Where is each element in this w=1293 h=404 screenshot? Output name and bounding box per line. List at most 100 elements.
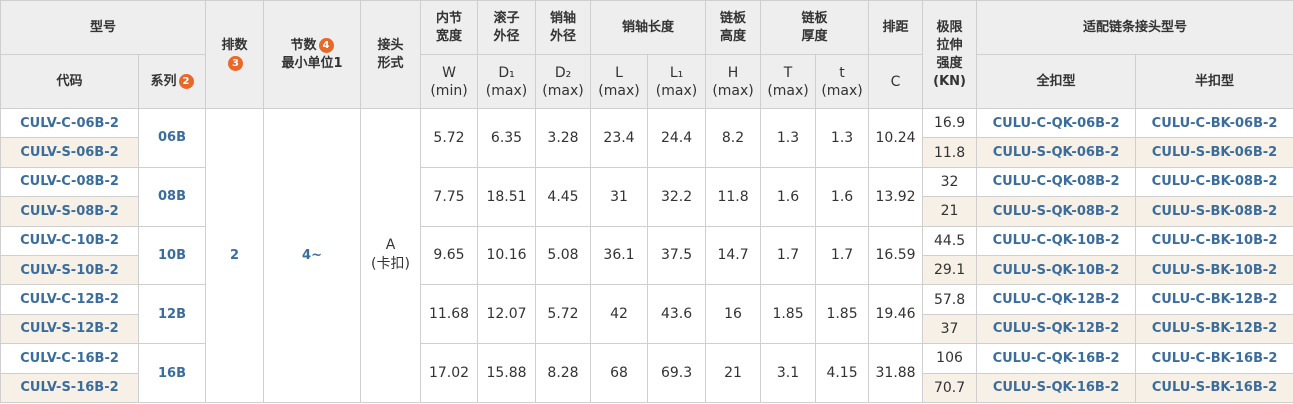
series-cell: 06B — [137, 108, 207, 168]
dimension-cell: 23.4 — [590, 108, 649, 168]
strength-cell: 70.7 — [922, 372, 978, 403]
header-cell: 型号 — [0, 0, 207, 55]
dimension-cell: 1.6 — [815, 166, 870, 227]
header-text: 外径 — [493, 28, 520, 44]
header-cell: 全扣型 — [976, 54, 1137, 109]
dimension-cell: 1.7 — [815, 225, 870, 286]
header-text: 最小单位1 — [281, 55, 343, 71]
code-cell: CULV-S-06B-2 — [0, 137, 139, 168]
dimension-cell: 10.24 — [868, 108, 924, 168]
header-cell: 排数 3 — [205, 0, 265, 109]
adapter-cell: CULU-C-QK-08B-2 — [976, 166, 1137, 198]
dimension-cell: 6.35 — [477, 108, 537, 168]
table-row: CULV-C-10B-2 10B 9.65 10.16 5.08 36.1 37.5 14.7… — [0, 225, 1293, 286]
header-text: 宽度 — [436, 28, 463, 44]
dimension-cell: 8.2 — [705, 108, 762, 168]
header-cell: C — [868, 54, 924, 109]
header-text: (max) — [655, 82, 698, 99]
dimension-cell: 18.51 — [477, 166, 537, 227]
dimension-cell: 1.85 — [815, 284, 870, 345]
strength-cell: 29.1 — [922, 254, 978, 286]
strength-cell: 106 — [922, 343, 978, 374]
dimension-cell: 9.65 — [420, 225, 479, 286]
header-cell: H (max) — [705, 54, 762, 109]
header-cell: 内节 宽度 — [420, 0, 479, 55]
dimension-cell: 32.2 — [647, 166, 707, 227]
code-cell: CULV-C-08B-2 — [0, 166, 139, 198]
dimension-cell: 1.85 — [760, 284, 817, 345]
header-cell: 适配链条接头型号 — [976, 0, 1293, 55]
header-text: (max) — [542, 82, 584, 99]
header-text: 系列 — [150, 73, 177, 89]
dimension-cell: 4.45 — [535, 166, 592, 227]
dimension-cell: 31.88 — [868, 343, 924, 403]
adapter-cell: CULU-C-BK-16B-2 — [1135, 343, 1293, 374]
header-cell: t (max) — [815, 54, 870, 109]
header-text: D₂ — [554, 64, 572, 81]
table-row: CULV-C-08B-2 08B 7.75 18.51 4.45 31 32.2 11.8 1.… — [0, 166, 1293, 227]
dimension-cell: 16.59 — [868, 225, 924, 286]
adapter-cell: CULU-S-QK-12B-2 — [976, 313, 1137, 345]
dimension-cell: 16 — [705, 284, 762, 345]
header-text: (max) — [485, 82, 528, 99]
table-row: CULV-S-10B-2 29.1 CULU-S-QK-10B-2 CULU-S-BK… — [0, 254, 1293, 286]
header-cell: 半扣型 — [1135, 54, 1293, 109]
adapter-cell: CULU-C-QK-10B-2 — [976, 225, 1137, 256]
dimension-cell: 10.16 — [477, 225, 537, 286]
header-text: 销轴 — [550, 10, 577, 26]
table-header: 型号 排数 3 节数 4 最小单位1 接头 形式 内节 宽度 滚子 外径 销轴 外径 销轴长度 链板高… — [0, 0, 1293, 109]
header-cell: 链板 高度 — [705, 0, 762, 55]
table-row: CULV-C-12B-2 12B 11.68 12.07 5.72 42 43.6 16 1.8… — [0, 284, 1293, 345]
header-cell: L (max) — [590, 54, 649, 109]
header-text: 接头 — [377, 37, 404, 53]
table-row: CULV-S-08B-2 21 CULU-S-QK-08B-2 CULU-S-BK-0… — [0, 196, 1293, 227]
header-text: 节数 — [290, 37, 317, 53]
dimension-cell: 24.4 — [647, 108, 707, 168]
header-text: (min) — [430, 82, 468, 99]
header-cell: D₂ (max) — [535, 54, 592, 109]
joint-cell: A (卡扣) — [360, 108, 422, 403]
adapter-cell: CULU-C-BK-12B-2 — [1135, 284, 1293, 315]
header-text: 形式 — [377, 55, 404, 71]
header-cell: 代码 — [0, 54, 139, 109]
joint-text: (卡扣) — [371, 256, 410, 273]
adapter-cell: CULU-S-QK-06B-2 — [976, 137, 1137, 168]
dimension-cell: 1.6 — [760, 166, 817, 227]
dimension-cell: 3.1 — [760, 343, 817, 403]
header-text: 极限 — [936, 19, 963, 35]
header-cell: 销轴长度 — [590, 0, 707, 55]
dimension-cell: 1.3 — [815, 108, 870, 168]
table-row: CULV-S-12B-2 37 CULU-S-QK-12B-2 CULU-S-BK-1… — [0, 313, 1293, 345]
table-body: CULV-C-06B-2 06B 2 4~ A (卡扣) 5.72 6.35 3.28 23.4 2… — [0, 107, 1293, 403]
header-cell: T (max) — [760, 54, 817, 109]
code-cell: CULV-C-16B-2 — [0, 343, 139, 374]
header-text: L₁ — [669, 64, 684, 81]
header-text: 外径 — [550, 28, 577, 44]
header-text: H — [727, 64, 739, 81]
dimension-cell: 3.28 — [535, 108, 592, 168]
strength-cell: 32 — [922, 166, 978, 198]
dimension-cell: 17.02 — [420, 343, 479, 403]
dimension-cell: 5.72 — [420, 108, 479, 168]
table-row: CULV-C-06B-2 06B 2 4~ A (卡扣) 5.72 6.35 3.28 23.4 2… — [0, 107, 1293, 403]
strength-cell: 11.8 — [922, 137, 978, 168]
table-row: CULV-C-16B-2 16B 17.02 15.88 8.28 68 69.3 21 3.1… — [0, 343, 1293, 403]
dimension-cell: 7.75 — [420, 166, 479, 227]
header-text: (max) — [767, 82, 809, 99]
header-text: 链板 — [720, 10, 747, 26]
adapter-cell: CULU-S-QK-08B-2 — [976, 196, 1137, 227]
header-text: L — [615, 64, 623, 81]
header-cell: 节数 4 最小单位1 — [263, 0, 362, 109]
header-text: T — [783, 64, 793, 81]
dimension-cell: 36.1 — [590, 225, 649, 286]
header-text: 厚度 — [801, 28, 828, 44]
adapter-cell: CULU-C-QK-16B-2 — [976, 343, 1137, 374]
code-cell: CULV-C-12B-2 — [0, 284, 139, 315]
header-cell: 系列 2 — [137, 54, 207, 109]
dimension-cell: 19.46 — [868, 284, 924, 345]
header-text: W — [442, 64, 456, 81]
header-cell: 链板 厚度 — [760, 0, 870, 55]
header-text: D₁ — [498, 64, 515, 81]
dimension-cell: 11.8 — [705, 166, 762, 227]
